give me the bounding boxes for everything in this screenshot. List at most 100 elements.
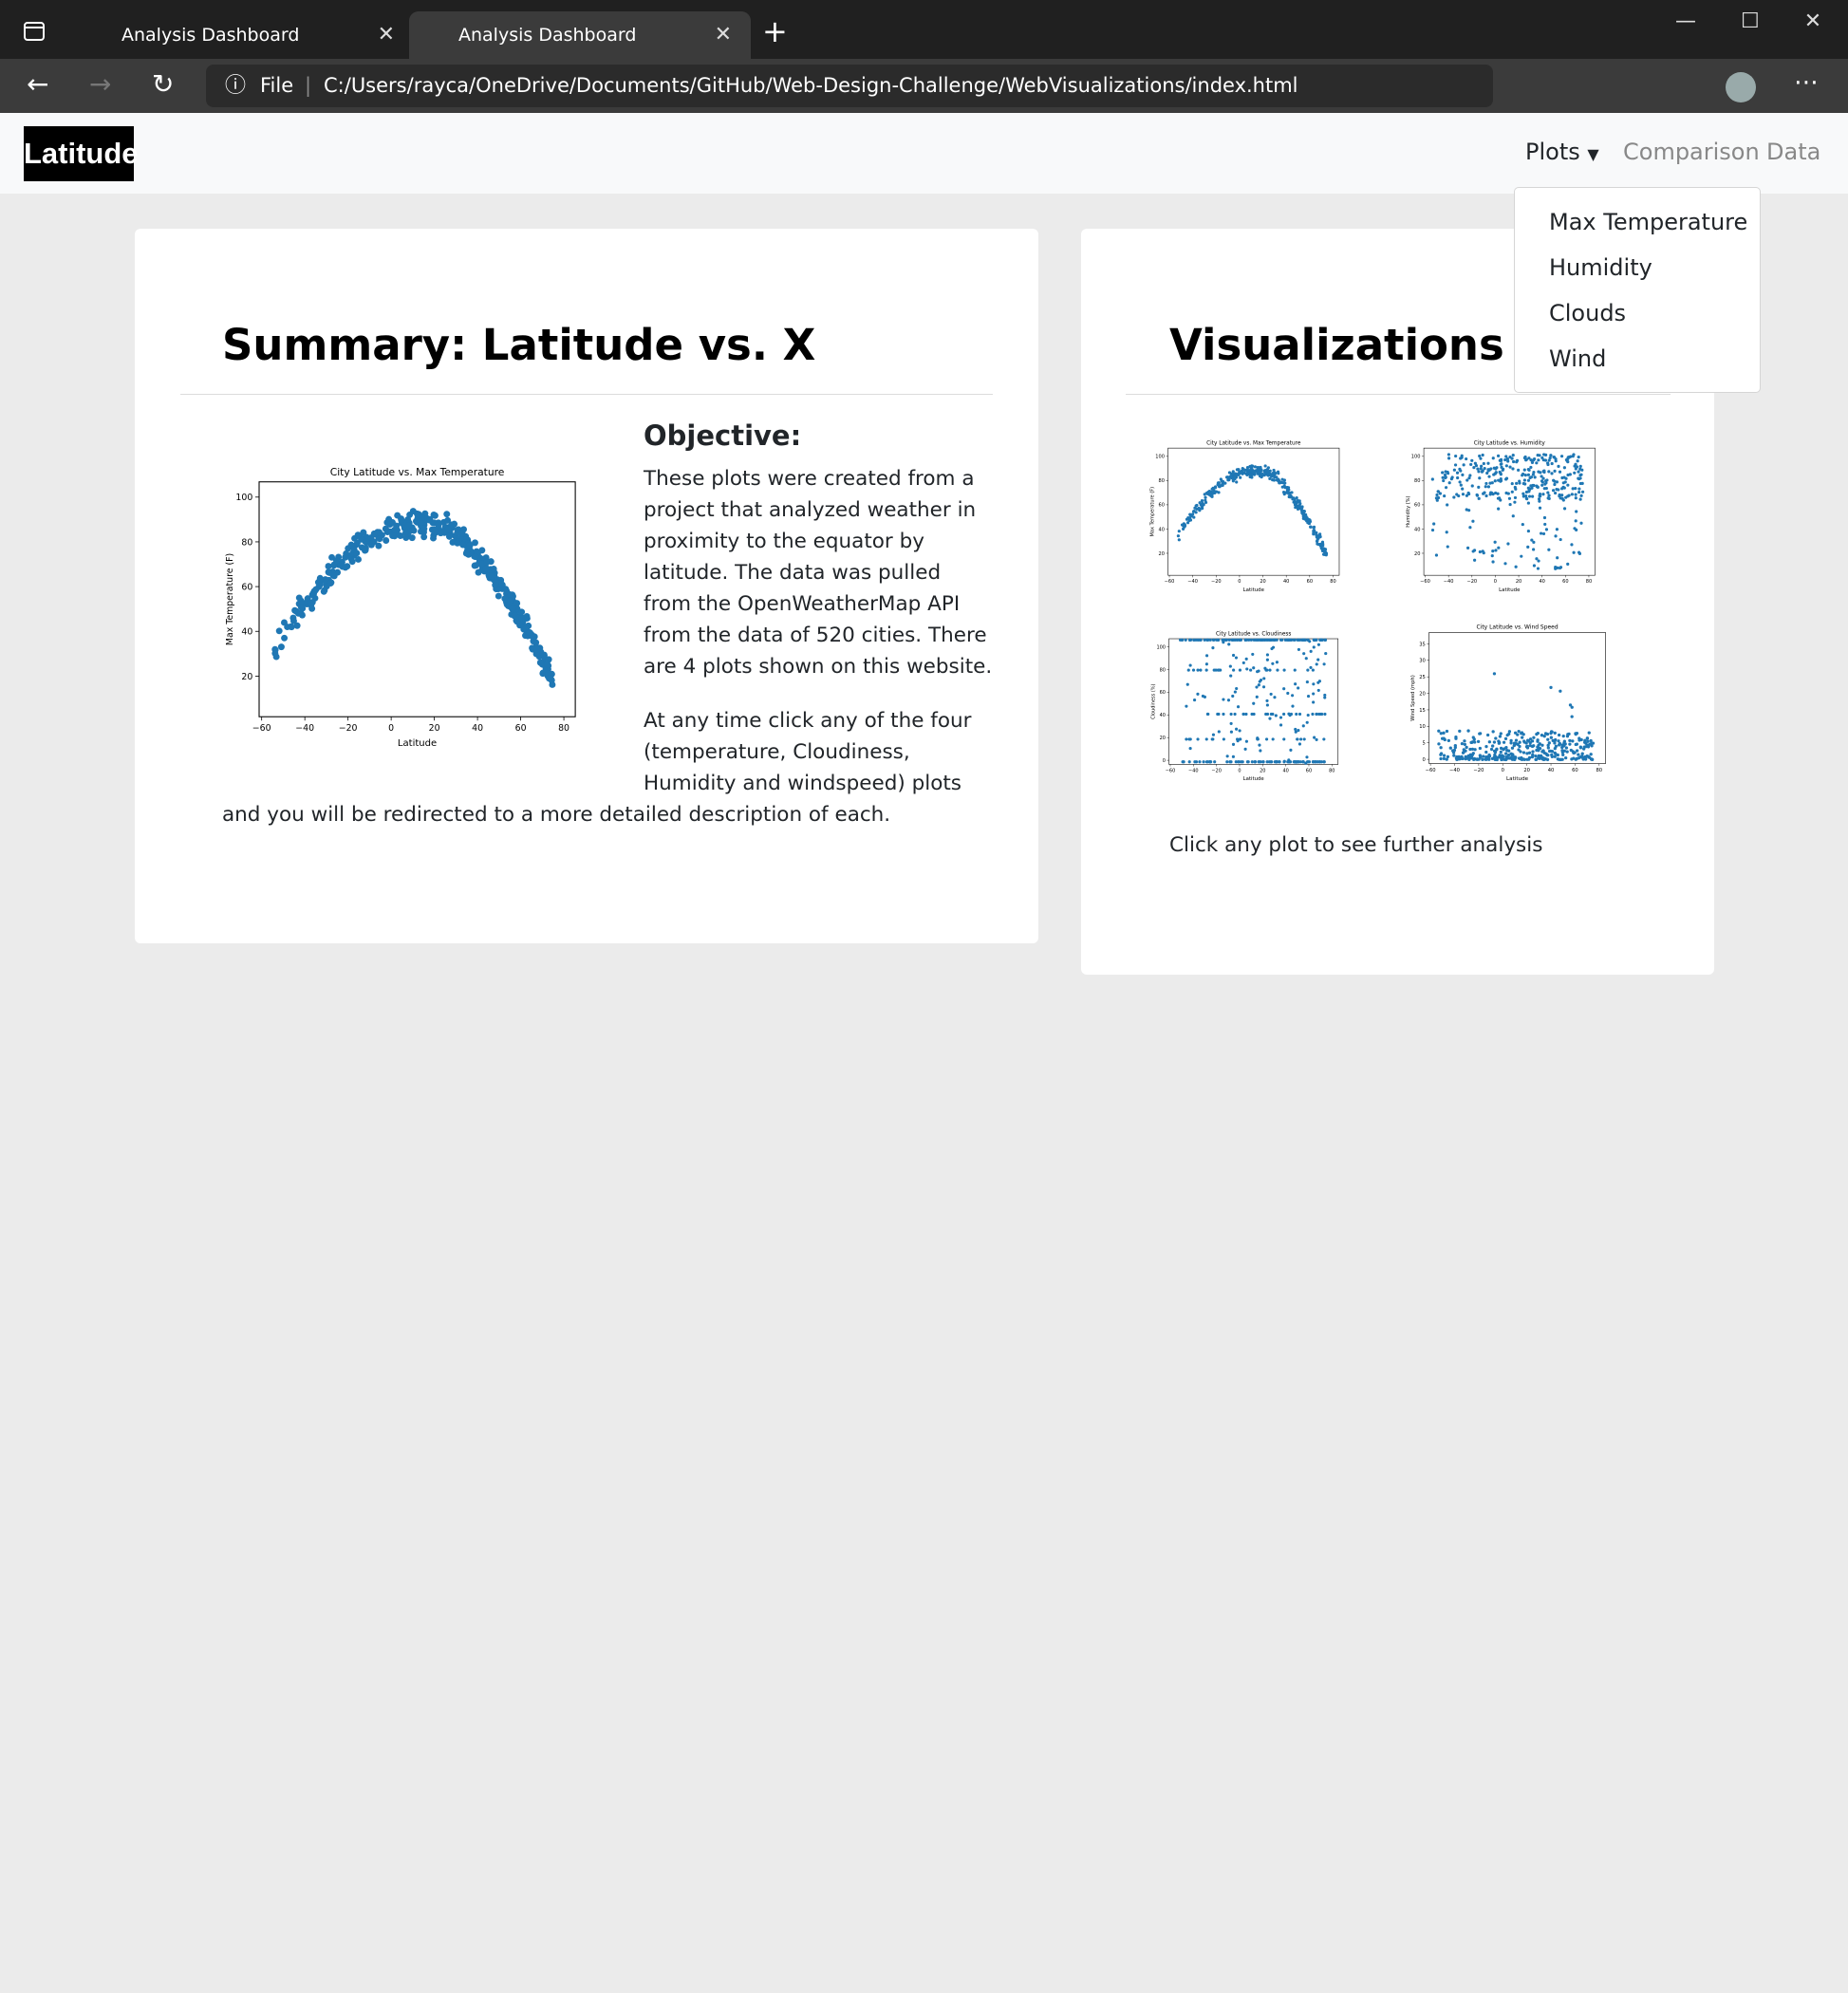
scatter-dot — [1265, 653, 1269, 657]
scatter-dot — [1583, 740, 1587, 744]
scatter-dot — [1200, 498, 1204, 503]
tab-active[interactable]: Analysis Dashboard ✕ — [409, 11, 751, 59]
scatter-dot — [1532, 736, 1536, 739]
scatter-dot — [1271, 712, 1275, 717]
scatter-dot — [1504, 476, 1509, 480]
scatter-dot — [1312, 531, 1316, 534]
scatter-dot — [1527, 757, 1531, 761]
reload-button[interactable]: ↻ — [152, 68, 175, 100]
scatter-dot — [1540, 475, 1543, 478]
scatter-dot — [482, 559, 490, 567]
scatter-dot — [1252, 701, 1256, 705]
scatter-dot — [1194, 760, 1199, 764]
scatter-dot — [1212, 638, 1216, 642]
scatter-dot — [1493, 479, 1497, 483]
scatter-dot — [458, 530, 466, 537]
scatter-dot — [1255, 695, 1259, 698]
scatter-dot — [1534, 754, 1538, 758]
scatter-dot — [330, 572, 338, 580]
thumbnail-plot[interactable]: City Latitude vs. Cloudiness Latitude Clou… — [1148, 629, 1341, 782]
scatter-dot — [1482, 754, 1485, 758]
summary-plot: City Latitude vs. Max Temperature Latitud… — [225, 466, 576, 749]
scatter-dot — [1509, 738, 1513, 742]
scatter-dot — [1297, 686, 1300, 690]
dropdown-item[interactable]: Max Temperature — [1549, 209, 1748, 235]
scatter-dot — [1316, 688, 1320, 692]
dropdown-item[interactable]: Humidity — [1549, 254, 1652, 281]
scatter-dot — [1225, 760, 1229, 764]
scatter-dot — [277, 643, 285, 651]
scatter-dot — [1217, 491, 1221, 494]
scatter-dot — [1256, 467, 1260, 471]
scatter-dot — [1575, 510, 1578, 513]
tab-actions-icon[interactable] — [23, 21, 46, 42]
window-controls[interactable]: — ☐ ✕ — [1675, 9, 1822, 33]
thumbnail-plot[interactable]: City Latitude vs. Wind Speed Latitude Wind… — [1402, 623, 1614, 782]
new-tab[interactable]: + — [762, 13, 788, 49]
thumbnail-plot[interactable]: City Latitude vs. Max Temperature Latitud… — [1148, 438, 1341, 593]
scatter-dot — [1276, 668, 1279, 672]
scatter-dot — [1547, 458, 1551, 462]
scatter-dot — [1557, 733, 1561, 737]
y-tick-label: 40 — [1414, 527, 1420, 532]
scatter-dot — [1319, 547, 1323, 550]
brand[interactable]: Latitude — [24, 126, 139, 181]
scatter-dot — [316, 575, 324, 583]
scatter-dot — [1529, 465, 1533, 470]
tab[interactable]: Analysis Dashboard ✕ — [72, 11, 414, 59]
scatter-dot — [1196, 668, 1200, 672]
scatter-dot — [1322, 662, 1326, 666]
dropdown-item[interactable]: Wind — [1549, 345, 1607, 372]
scatter-dot — [1214, 490, 1219, 494]
scatter-dot — [1455, 754, 1459, 759]
scatter-dot — [1537, 470, 1540, 474]
scatter-dot — [1516, 733, 1520, 736]
scatter-dot — [1521, 751, 1526, 754]
scatter-dot — [1286, 486, 1291, 490]
scatter-dot — [1181, 760, 1185, 764]
scatter-dot — [1574, 742, 1577, 747]
menu-button[interactable]: ⋯ — [1794, 68, 1819, 97]
tab-close[interactable]: ✕ — [377, 23, 395, 47]
scatter-dot — [1177, 538, 1181, 542]
thumbnail-plot[interactable]: City Latitude vs. Humidity Latitude Humidi… — [1402, 438, 1598, 593]
x-tick-label: −60 — [1165, 579, 1175, 585]
scatter-dot — [1216, 482, 1220, 487]
back-button[interactable]: ← — [27, 68, 49, 100]
scatter-dot — [1520, 755, 1523, 760]
scatter-dot — [1573, 471, 1577, 475]
tab-close[interactable]: ✕ — [714, 23, 732, 47]
info-icon: ⓘ — [225, 74, 247, 98]
scatter-dot — [1446, 754, 1450, 759]
profile-avatar[interactable] — [1726, 72, 1756, 102]
scatter-dot — [1458, 480, 1462, 484]
caption: Click any plot to see further analysis — [1169, 833, 1543, 857]
scatter-dot — [1248, 464, 1252, 469]
nav-link[interactable]: Comparison — [1623, 139, 1760, 165]
scatter-dot — [1586, 739, 1590, 743]
scatter-dot — [1537, 559, 1540, 563]
scatter-dot — [1219, 668, 1223, 672]
scatter-dot — [1259, 638, 1262, 642]
scatter-dot — [1236, 760, 1241, 764]
nav-plots[interactable]: Plots ▼ — [1525, 139, 1599, 165]
scatter-dot — [1562, 741, 1566, 745]
scatter-dot — [509, 605, 516, 613]
x-tick-label: 0 — [388, 723, 394, 734]
scatter-dot — [1241, 712, 1245, 717]
forward-button[interactable]: → — [89, 68, 112, 100]
scatter-dot — [1505, 749, 1509, 753]
scatter-dot — [1461, 473, 1465, 476]
y-tick-label: 20 — [241, 672, 252, 682]
y-tick-label: 10 — [1419, 724, 1426, 730]
nav-link[interactable]: Data — [1766, 139, 1821, 165]
dropdown-item[interactable]: Clouds — [1549, 300, 1627, 326]
scatter-dot — [1537, 458, 1540, 462]
y-tick-label: 80 — [241, 537, 252, 548]
url-field[interactable]: ⓘ File | C:/Users/rayca/OneDrive/Documen… — [206, 65, 1493, 107]
x-label: Latitude — [1506, 776, 1529, 782]
scatter-dot — [1468, 474, 1472, 477]
scatter-dot — [1306, 521, 1310, 525]
scatter-dot — [1484, 745, 1488, 749]
y-tick-label: 15 — [1419, 708, 1426, 714]
